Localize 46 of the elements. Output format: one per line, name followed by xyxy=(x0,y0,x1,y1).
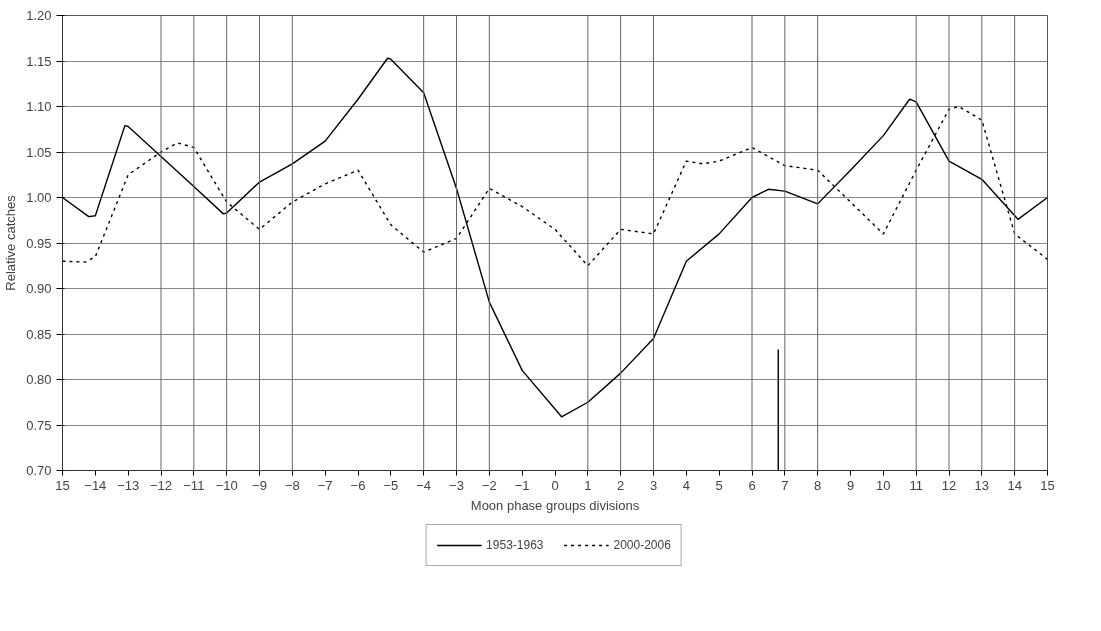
y-tick-label: 0.85 xyxy=(26,326,52,342)
y-tick-label: 1.15 xyxy=(26,53,52,69)
x-tick-label: −10 xyxy=(215,477,238,493)
y-tick-label: 1.10 xyxy=(26,99,52,114)
x-tick-label: 8 xyxy=(814,477,822,493)
x-tick-label: −12 xyxy=(149,477,173,493)
x-tick-label: −13 xyxy=(117,477,140,493)
x-tick-label: 15 xyxy=(1040,477,1055,493)
x-tick-label: −1 xyxy=(514,477,530,493)
y-tick-label: 1.05 xyxy=(26,144,52,160)
x-tick-label: 4 xyxy=(682,477,690,493)
legend-label: 2000-2006 xyxy=(613,538,671,552)
x-tick-label: 1 xyxy=(584,477,592,493)
y-tick-label: 0.80 xyxy=(26,372,52,387)
y-tick-label: 1.20 xyxy=(26,8,52,23)
x-tick-label: −2 xyxy=(481,477,497,493)
x-tick-label: −3 xyxy=(449,477,464,493)
y-tick-label: 1.00 xyxy=(26,190,52,205)
x-tick-label: −14 xyxy=(84,477,107,493)
x-tick-label: 14 xyxy=(1007,477,1022,493)
x-tick-label: −5 xyxy=(383,477,399,493)
x-tick-label: 10 xyxy=(876,477,891,493)
y-tick-label: 0.70 xyxy=(26,463,52,478)
x-tick-label: −4 xyxy=(416,477,432,493)
x-tick-label: 7 xyxy=(781,477,789,493)
x-tick-label: −9 xyxy=(252,477,267,493)
x-tick-label: 2 xyxy=(617,477,625,493)
x-tick-label: 5 xyxy=(715,477,723,493)
x-tick-label: 6 xyxy=(748,477,756,493)
x-tick-label: −6 xyxy=(350,477,366,493)
x-tick-label: −8 xyxy=(284,477,300,493)
x-axis-title: Moon phase groups divisions xyxy=(470,497,640,513)
x-tick-label: 13 xyxy=(974,477,990,493)
x-tick-label: 11 xyxy=(909,477,923,493)
x-tick-label: 15 xyxy=(55,477,70,493)
x-tick-label: 0 xyxy=(551,477,559,493)
y-tick-label: 0.95 xyxy=(26,235,52,251)
x-tick-label: −7 xyxy=(317,477,333,493)
y-axis-title: Relative catches xyxy=(3,194,19,291)
x-tick-label: −11 xyxy=(183,477,205,493)
x-tick-label: 3 xyxy=(649,477,658,493)
x-tick-label: 9 xyxy=(846,477,855,493)
x-tick-label: 12 xyxy=(941,477,957,493)
y-tick-label: 0.75 xyxy=(26,417,52,433)
y-tick-label: 0.90 xyxy=(26,281,52,296)
legend-label: 1953-1963 xyxy=(486,538,544,552)
